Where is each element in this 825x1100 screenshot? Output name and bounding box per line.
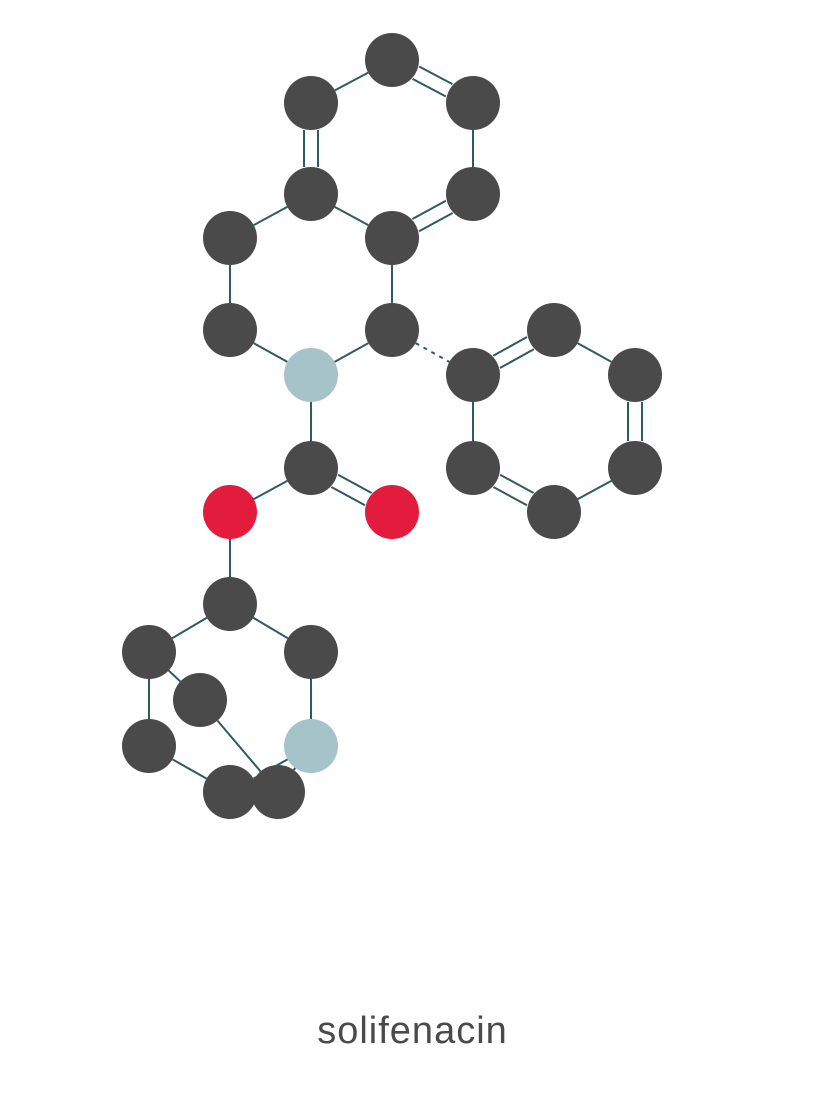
atom-c <box>284 625 338 679</box>
atom-c <box>284 167 338 221</box>
atom-c <box>173 673 227 727</box>
atom-c <box>203 303 257 357</box>
atom-c <box>527 303 581 357</box>
atom-c <box>365 303 419 357</box>
molecule-svg <box>0 0 825 1100</box>
atom-c <box>251 765 305 819</box>
atom-c <box>527 485 581 539</box>
molecule-diagram: solifenacin <box>0 0 825 1100</box>
atom-c <box>203 577 257 631</box>
atom-c <box>608 348 662 402</box>
atom-o <box>203 485 257 539</box>
atom-c <box>446 76 500 130</box>
atom-c <box>608 441 662 495</box>
atom-o <box>365 485 419 539</box>
atom-c <box>446 348 500 402</box>
atom-c <box>365 33 419 87</box>
atom-c <box>284 76 338 130</box>
atom-c <box>122 719 176 773</box>
atom-c <box>446 441 500 495</box>
atom-n <box>284 719 338 773</box>
atom-c <box>365 211 419 265</box>
molecule-name-label: solifenacin <box>0 1010 825 1053</box>
atom-c <box>203 765 257 819</box>
atom-n <box>284 348 338 402</box>
atom-c <box>203 211 257 265</box>
atom-c <box>284 441 338 495</box>
atom-c <box>446 167 500 221</box>
atom-c <box>122 625 176 679</box>
